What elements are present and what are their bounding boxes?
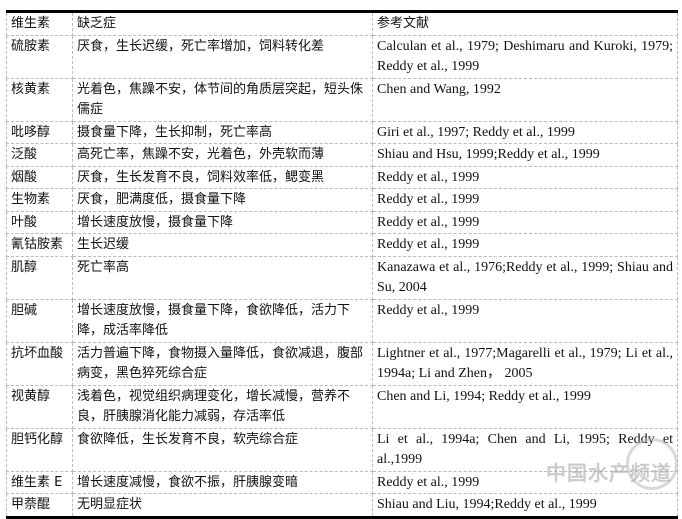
header-vitamin: 维生素 (6, 11, 73, 36)
cell-deficiency: 厌食，肥满度低，摄食量下降 (72, 188, 373, 212)
table-row: 视黄醇 浅着色，视觉组织病理变化，增长减慢，营养不良，肝胰腺消化能力减弱，存活率低… (6, 384, 678, 429)
table-row: 抗坏血酸 活力普遍下降，食物摄入量降低，食欲减退，腹部病变，黑色猝死综合症 Ligh… (6, 341, 678, 386)
table-row: 吡哆醇 摄食量下降，生长抑制，死亡率高 Giri et al., 1997; Red… (6, 120, 678, 144)
cell-references: Reddy et al., 1999 (372, 188, 678, 212)
cell-vitamin: 氰钴胺素 (6, 233, 73, 257)
cell-vitamin: 维生素 E (6, 470, 73, 494)
cell-references: Shiau and Liu, 1994;Reddy et al., 1999 (372, 493, 678, 518)
cell-deficiency: 增长速度放慢，摄食量下降，食欲降低，活力下降，成活率降低 (72, 298, 373, 343)
table-row: 胆碱 增长速度放慢，摄食量下降，食欲降低，活力下降，成活率降低 Reddy et a… (6, 298, 678, 343)
cell-references: Reddy et al., 1999 (372, 470, 678, 494)
cell-vitamin: 叶酸 (6, 210, 73, 234)
cell-deficiency: 高死亡率，焦躁不安，光着色，外壳软而薄 (72, 143, 373, 167)
cell-vitamin: 吡哆醇 (6, 120, 73, 144)
header-deficiency: 缺乏症 (72, 11, 373, 36)
cell-deficiency: 浅着色，视觉组织病理变化，增长减慢，营养不良，肝胰腺消化能力减弱，存活率低 (72, 384, 373, 429)
watermark-globe-icon (626, 438, 678, 490)
cell-vitamin: 泛酸 (6, 143, 73, 167)
cell-references: Kanazawa et al., 1976;Reddy et al., 1999… (372, 255, 678, 300)
cell-deficiency: 增长速度减慢，食欲不振，肝胰腺变暗 (72, 470, 373, 494)
cell-deficiency: 光着色，焦躁不安，体节间的角质层突起，短头侏儒症 (72, 77, 373, 122)
table-row: 生物素 厌食，肥满度低，摄食量下降 Reddy et al., 1999 (6, 188, 678, 212)
cell-vitamin: 生物素 (6, 188, 73, 212)
table-row: 烟酸 厌食，生长发育不良，饲料效率低，鳃变黑 Reddy et al., 1999 (6, 165, 678, 189)
cell-vitamin: 烟酸 (6, 165, 73, 189)
cell-vitamin: 甲萘醌 (6, 493, 73, 518)
cell-deficiency: 增长速度放慢，摄食量下降 (72, 210, 373, 234)
table-header-row: 维生素 缺乏症 参考文献 (6, 11, 678, 36)
cell-vitamin: 核黄素 (6, 77, 73, 122)
cell-references: Reddy et al., 1999 (372, 233, 678, 257)
cell-references: Chen and Li, 1994; Reddy et al., 1999 (372, 384, 678, 429)
vitamin-deficiency-table: 维生素 缺乏症 参考文献 硫胺素 厌食，生长迟缓，死亡率增加，饲料转化差 Calcu… (6, 10, 678, 519)
cell-references: Reddy et al., 1999 (372, 298, 678, 343)
table-row: 硫胺素 厌食，生长迟缓，死亡率增加，饲料转化差 Calculan et al., 1… (6, 34, 678, 79)
table-row: 叶酸 增长速度放慢，摄食量下降 Reddy et al., 1999 (6, 210, 678, 234)
cell-vitamin: 胆碱 (6, 298, 73, 343)
cell-deficiency: 厌食，生长迟缓，死亡率增加，饲料转化差 (72, 34, 373, 79)
table-row: 核黄素 光着色，焦躁不安，体节间的角质层突起，短头侏儒症 Chen and Wang… (6, 77, 678, 122)
table-row: 胆钙化醇 食欲降低，生长发育不良，软壳综合症 Li et al., 1994a; C… (6, 427, 678, 472)
cell-vitamin: 硫胺素 (6, 34, 73, 79)
table-row: 甲萘醌 无明显症状 Shiau and Liu, 1994;Reddy et al.… (6, 493, 678, 518)
cell-deficiency: 无明显症状 (72, 493, 373, 518)
cell-vitamin: 胆钙化醇 (6, 427, 73, 472)
table-row: 泛酸 高死亡率，焦躁不安，光着色，外壳软而薄 Shiau and Hsu, 1999… (6, 143, 678, 167)
cell-references: Calculan et al., 1979; Deshimaru and Kur… (372, 34, 678, 79)
cell-references: Reddy et al., 1999 (372, 210, 678, 234)
cell-references: Giri et al., 1997; Reddy et al., 1999 (372, 120, 678, 144)
cell-deficiency: 死亡率高 (72, 255, 373, 300)
cell-deficiency: 生长迟缓 (72, 233, 373, 257)
table-row: 肌醇 死亡率高 Kanazawa et al., 1976;Reddy et al.… (6, 255, 678, 300)
table-row: 氰钴胺素 生长迟缓 Reddy et al., 1999 (6, 233, 678, 257)
cell-references: Chen and Wang, 1992 (372, 77, 678, 122)
cell-deficiency: 摄食量下降，生长抑制，死亡率高 (72, 120, 373, 144)
cell-vitamin: 视黄醇 (6, 384, 73, 429)
cell-deficiency: 活力普遍下降，食物摄入量降低，食欲减退，腹部病变，黑色猝死综合症 (72, 341, 373, 386)
cell-references: Lightner et al., 1977;Magarelli et al., … (372, 341, 678, 386)
cell-references: Reddy et al., 1999 (372, 165, 678, 189)
cell-references: Shiau and Hsu, 1999;Reddy et al., 1999 (372, 143, 678, 167)
cell-deficiency: 食欲降低，生长发育不良，软壳综合症 (72, 427, 373, 472)
cell-deficiency: 厌食，生长发育不良，饲料效率低，鳃变黑 (72, 165, 373, 189)
cell-vitamin: 抗坏血酸 (6, 341, 73, 386)
watermark-logo: 中国水产频道 (546, 461, 672, 485)
header-references: 参考文献 (372, 11, 678, 36)
cell-vitamin: 肌醇 (6, 255, 73, 300)
table-row: 维生素 E 增长速度减慢，食欲不振，肝胰腺变暗 Reddy et al., 1999 (6, 470, 678, 494)
